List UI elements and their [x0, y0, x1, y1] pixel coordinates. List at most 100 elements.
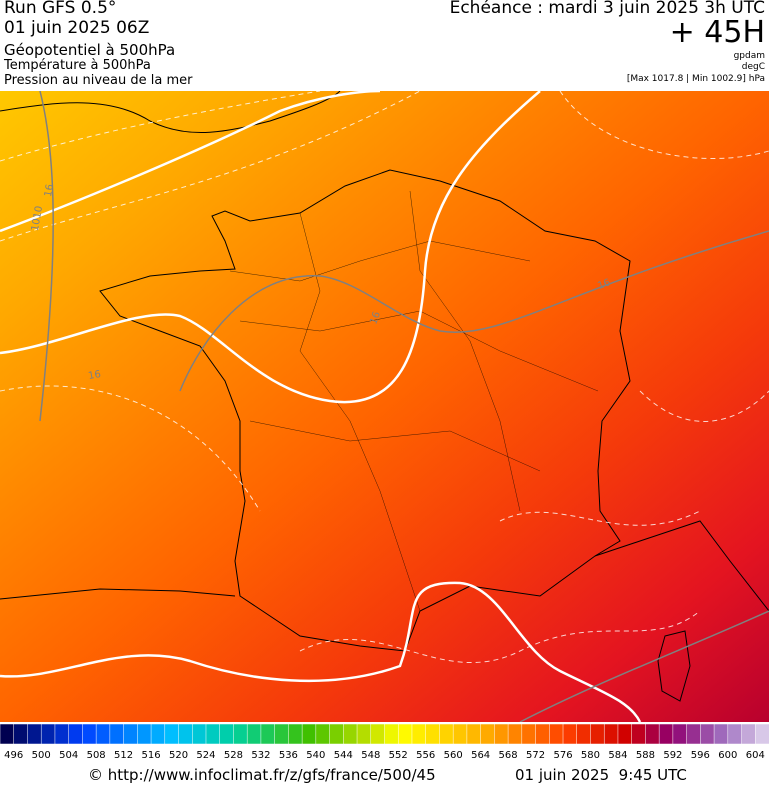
- colorbar-swatch: [274, 724, 290, 745]
- colorbar-swatch: [178, 724, 193, 745]
- timestamp: 01 juin 2025 9:45 UTC: [515, 766, 687, 784]
- colorbar-label: 504: [59, 750, 78, 761]
- colorbar-label: 512: [114, 750, 133, 761]
- colorbar-label: 552: [389, 750, 408, 761]
- colorbar-label: 584: [608, 750, 627, 761]
- colorbar-swatch: [658, 724, 674, 745]
- colorbar-label: 500: [32, 750, 51, 761]
- map: 16 1010 16 16 16: [0, 91, 769, 722]
- colorbar-label: 544: [334, 750, 353, 761]
- colorbar-label: 496: [4, 750, 23, 761]
- subtitle: Pression au niveau de la mer: [4, 73, 193, 88]
- colorbar-swatch: [219, 724, 235, 745]
- colorbar-swatch: [95, 724, 111, 745]
- colorbar-swatch: [329, 724, 345, 745]
- contour-label: 1010: [30, 205, 45, 232]
- colorbar-label: 580: [581, 750, 600, 761]
- colorbar-swatch: [150, 724, 166, 745]
- colorbar-label: 556: [416, 750, 435, 761]
- colorbar-swatch: [549, 724, 564, 745]
- colorbar-swatch: [645, 724, 660, 745]
- colorbar-swatch: [0, 724, 15, 745]
- colorbar-label: 576: [553, 750, 572, 761]
- colorbar-swatch: [13, 724, 29, 745]
- colorbar-label: 560: [444, 750, 463, 761]
- colorbar-swatch: [40, 724, 56, 745]
- colorbar-swatch: [741, 724, 757, 745]
- colorbar-label: 596: [691, 750, 710, 761]
- colorbar-swatch: [370, 724, 386, 745]
- colorbar-swatch: [301, 724, 317, 745]
- colorbar-swatch: [507, 724, 523, 745]
- colorbar-swatch: [384, 724, 399, 745]
- contour-label: 16: [368, 310, 383, 326]
- lead-time: + 45H: [669, 15, 765, 50]
- colorbar-label: 604: [746, 750, 765, 761]
- france-border: [99, 169, 631, 652]
- colorbar-swatch: [123, 724, 139, 745]
- forecast: Echéance : mardi 3 juin 2025 3h UTC: [449, 0, 765, 18]
- colorbar-label: 532: [251, 750, 270, 761]
- colorbar-swatch: [68, 724, 84, 745]
- run-date: 01 juin 2025 06Z: [4, 18, 150, 38]
- colorbar-swatch: [411, 724, 427, 745]
- colorbar-label: 588: [636, 750, 655, 761]
- spain-coast: [0, 588, 236, 600]
- colorbar-swatch: [233, 724, 248, 745]
- colorbar-swatch: [137, 724, 152, 745]
- colorbar-swatch: [713, 724, 729, 745]
- colorbar-swatch: [439, 724, 454, 745]
- colorbar-label: 520: [169, 750, 188, 761]
- colorbar-swatch: [672, 724, 688, 745]
- colorbar-swatch: [700, 724, 715, 745]
- colorbar-swatch: [494, 724, 509, 745]
- colorbar-label: 548: [361, 750, 380, 761]
- colorbar-label: 600: [718, 750, 737, 761]
- colorbar-swatch: [27, 724, 42, 745]
- colorbar-swatch: [343, 724, 358, 745]
- unit: gpdam: [733, 51, 765, 61]
- colorbar: 496 500 504 508 512 516 520 524 528 532 536 540 544 5…: [0, 724, 769, 761]
- colorbar-swatch: [82, 724, 97, 745]
- colorbar-label: 524: [196, 750, 215, 761]
- colorbar-swatch: [686, 724, 702, 745]
- subtitle: Température à 500hPa: [4, 58, 151, 73]
- colorbar-swatch: [603, 724, 619, 745]
- colorbar-label: 592: [663, 750, 682, 761]
- colorbar-label: 572: [526, 750, 545, 761]
- title: Géopotentiel à 500hPa: [4, 41, 176, 59]
- coastlines: [0, 91, 769, 702]
- colorbar-swatch: [164, 724, 180, 745]
- colorbar-label: 516: [142, 750, 161, 761]
- colorbar-swatch: [54, 724, 70, 745]
- colorbar-swatch: [521, 724, 537, 745]
- colorbar-swatch: [315, 724, 331, 745]
- source: © http://www.infoclimat.fr/z/gfs/france/…: [88, 766, 436, 784]
- colorbar-label: 568: [499, 750, 518, 761]
- colorbar-swatch: [288, 724, 303, 745]
- uk-coast: [0, 91, 341, 134]
- colorbar-swatch: [480, 724, 496, 745]
- unit: [Max 1017.8 | Min 1002.9] hPa: [626, 74, 765, 84]
- colorbar-label: 536: [279, 750, 298, 761]
- pressure-isolines: [39, 91, 769, 722]
- unit: degC: [741, 62, 765, 72]
- colorbar-swatch: [535, 724, 551, 745]
- colorbar-label: 540: [306, 750, 325, 761]
- map-background: [0, 91, 769, 722]
- colorbar-swatch: [452, 724, 468, 745]
- colorbar-swatch: [576, 724, 592, 745]
- colorbar-swatch: [562, 724, 578, 745]
- colorbar-swatch: [356, 724, 372, 745]
- colorbar-swatch: [260, 724, 276, 745]
- geopotential-isolines: [0, 91, 642, 722]
- colorbar-swatch: [425, 724, 441, 745]
- colorbar-swatch: [755, 724, 769, 745]
- colorbar-swatch: [109, 724, 125, 745]
- colorbar-swatch: [246, 724, 262, 745]
- colorbar-swatch: [192, 724, 207, 745]
- run-label: Run GFS 0.5°: [4, 0, 117, 18]
- contour-label: 16: [87, 369, 101, 382]
- colorbar-swatch: [727, 724, 743, 745]
